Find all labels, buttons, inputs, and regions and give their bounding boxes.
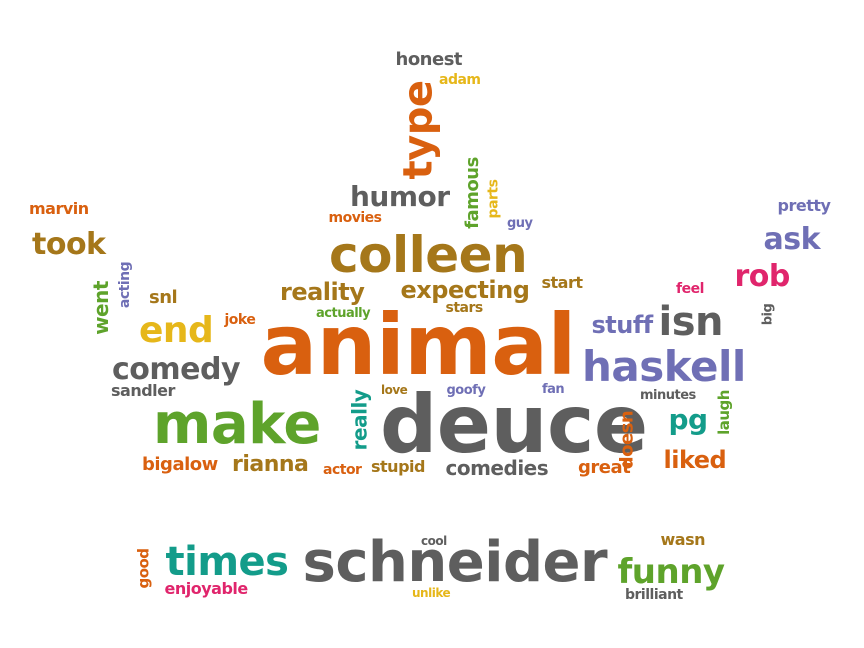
- word-funny: funny: [617, 552, 726, 592]
- word-expecting: expecting: [400, 276, 530, 304]
- word-guy: guy: [507, 215, 533, 231]
- word-deuce: deuce: [380, 378, 648, 471]
- word-honest: honest: [395, 49, 463, 70]
- word-goofy: goofy: [446, 382, 486, 398]
- word-rob: rob: [734, 259, 791, 294]
- word-wasn: wasn: [660, 530, 706, 549]
- word-unlike: unlike: [412, 586, 451, 600]
- word-actually: actually: [316, 305, 371, 321]
- word-stars: stars: [445, 300, 484, 316]
- word-marvin: marvin: [29, 199, 89, 218]
- word-parts: parts: [484, 179, 501, 219]
- word-acting: acting: [117, 261, 134, 309]
- word-fan: fan: [542, 381, 565, 397]
- word-love: love: [381, 383, 408, 397]
- word-doesn: doesn: [615, 410, 637, 470]
- word-end: end: [139, 310, 214, 351]
- word-brilliant: brilliant: [625, 587, 683, 603]
- word-pretty: pretty: [777, 196, 831, 215]
- word-really: really: [346, 389, 371, 451]
- word-stuff: stuff: [591, 311, 654, 339]
- word-rianna: rianna: [232, 452, 309, 477]
- word-actor: actor: [323, 462, 362, 478]
- word-big: big: [760, 303, 776, 325]
- word-snl: snl: [149, 287, 178, 308]
- word-bigalow: bigalow: [142, 454, 218, 475]
- word-stupid: stupid: [371, 457, 425, 476]
- word-ask: ask: [763, 222, 821, 257]
- word-took: took: [32, 227, 106, 262]
- word-minutes: minutes: [640, 387, 696, 403]
- word-movies: movies: [328, 210, 382, 226]
- word-cool: cool: [421, 534, 447, 548]
- word-feel: feel: [676, 281, 704, 297]
- word-sandler: sandler: [111, 381, 175, 400]
- word-went: went: [88, 281, 113, 335]
- word-colleen: colleen: [329, 226, 528, 284]
- word-haskell: haskell: [582, 342, 746, 391]
- word-start: start: [541, 273, 584, 292]
- word-times: times: [165, 539, 289, 585]
- word-adam: adam: [439, 72, 481, 88]
- word-animal: animal: [260, 296, 577, 394]
- word-laugh: laugh: [714, 389, 733, 435]
- word-comedies: comedies: [445, 456, 549, 480]
- word-liked: liked: [663, 446, 727, 474]
- word-reality: reality: [280, 278, 365, 306]
- word-great: great: [578, 457, 631, 478]
- word-type: type: [394, 80, 441, 180]
- word-isn: isn: [658, 299, 724, 345]
- word-schneider: schneider: [302, 530, 608, 595]
- word-comedy: comedy: [112, 352, 241, 387]
- word-enjoyable: enjoyable: [164, 579, 249, 598]
- word-joke: joke: [224, 312, 256, 328]
- word-good: good: [134, 547, 153, 589]
- word-humor: humor: [350, 180, 450, 213]
- word-famous: famous: [461, 157, 483, 229]
- word-pg: pg: [668, 403, 709, 436]
- word-make: make: [153, 392, 321, 457]
